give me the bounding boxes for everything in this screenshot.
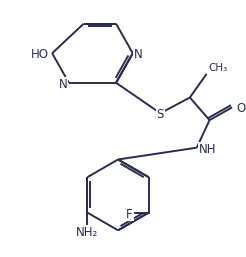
Text: HO: HO [31, 48, 49, 61]
Text: N: N [59, 78, 68, 91]
Text: NH₂: NH₂ [76, 226, 98, 239]
Text: N: N [134, 48, 142, 61]
Text: F: F [126, 208, 133, 221]
Text: NH: NH [199, 143, 216, 156]
Text: S: S [157, 108, 164, 121]
Text: CH₃: CH₃ [209, 63, 228, 73]
Text: O: O [236, 102, 245, 115]
